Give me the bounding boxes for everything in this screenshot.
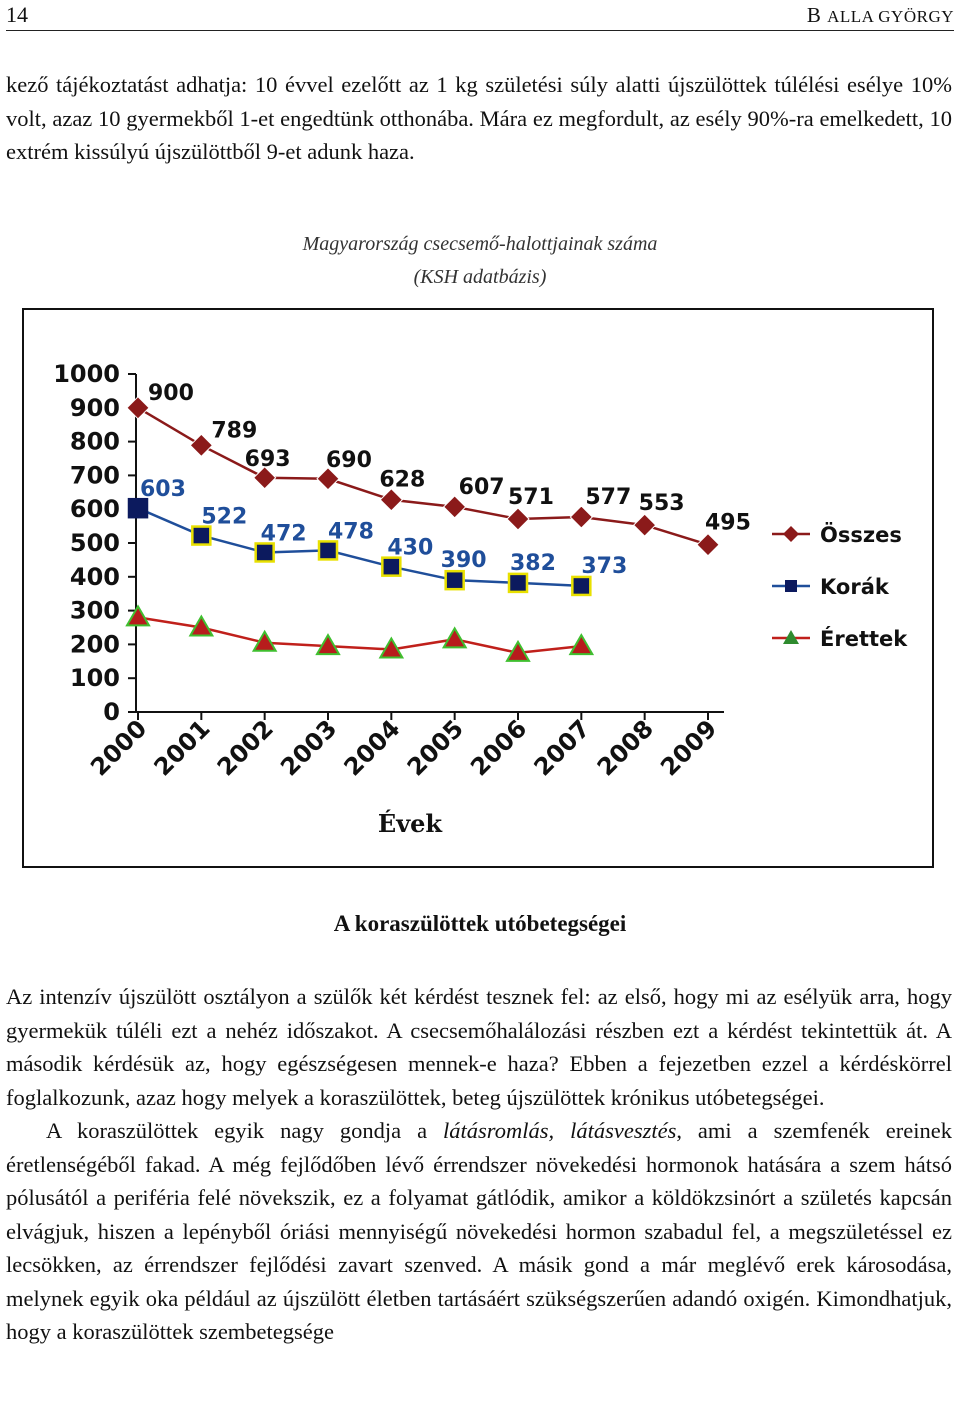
y-tick-label: 600 xyxy=(70,495,120,523)
legend-label: Korák xyxy=(820,575,890,599)
series-line-Összes xyxy=(137,406,709,546)
x-tick-label: 2007 xyxy=(529,714,596,781)
y-tick-label: 900 xyxy=(70,394,120,422)
data-label: 603 xyxy=(140,477,186,502)
x-tick-label: 2006 xyxy=(465,714,532,781)
data-label: 495 xyxy=(705,511,751,536)
data-label: 430 xyxy=(387,536,433,561)
legend-marker xyxy=(783,630,799,644)
data-point xyxy=(379,488,404,512)
running-head-author: B ALLA GYÖRGY xyxy=(807,3,954,28)
data-point xyxy=(252,466,277,490)
data-point xyxy=(632,513,657,537)
data-label: 628 xyxy=(379,468,425,493)
author-first-name: B xyxy=(806,3,822,27)
section-title: A koraszülöttek utóbetegségei xyxy=(333,911,627,936)
data-point xyxy=(315,633,341,656)
data-label: 522 xyxy=(201,505,247,530)
chart-frame: 0 100 200 300 400 500 600 700 800 900 1000 2000 2001… xyxy=(22,308,934,868)
running-header: 14 B ALLA GYÖRGY xyxy=(6,0,954,31)
data-point xyxy=(189,433,214,458)
data-point xyxy=(696,532,720,557)
legend-label: Összes xyxy=(820,522,902,547)
data-point xyxy=(569,505,594,529)
author-last-name-rest: ALLA GYÖRGY xyxy=(827,7,954,26)
paragraph-2-start: A koraszülöttek egyik nagy gondja a xyxy=(46,1118,444,1143)
y-tick-label: 500 xyxy=(70,529,120,557)
x-axis-title: Évek xyxy=(378,809,444,838)
data-label: 789 xyxy=(211,418,257,443)
y-tick-label: 700 xyxy=(70,461,120,489)
series-line-Korák xyxy=(137,507,582,588)
legend-label: Érettek xyxy=(820,626,908,651)
data-point xyxy=(127,497,149,519)
page-number: 14 xyxy=(6,2,28,27)
data-label: 553 xyxy=(639,491,685,516)
series-line-Érettek xyxy=(137,616,582,655)
data-point xyxy=(381,556,402,577)
data-point xyxy=(568,633,595,656)
data-point xyxy=(317,540,339,561)
data-label: 900 xyxy=(148,381,194,406)
x-tick-label: 2003 xyxy=(275,714,342,781)
paragraph-2-emphasis: látásromlás, látásvesztés xyxy=(443,1118,677,1143)
x-tick-label: 2004 xyxy=(339,714,406,781)
data-point xyxy=(505,639,531,662)
line-chart: 0100200300400500600700800900100020002001… xyxy=(53,360,908,838)
data-label: 390 xyxy=(441,548,487,573)
body-text: Az intenzív újszülött osztályon a szülők… xyxy=(6,980,952,1349)
data-point xyxy=(444,569,465,591)
y-tick-label: 300 xyxy=(70,597,120,625)
x-tick-label: 2009 xyxy=(655,714,722,781)
data-label: 693 xyxy=(245,447,291,472)
y-tick-label: 200 xyxy=(70,630,120,658)
data-point xyxy=(507,572,529,594)
data-label: 607 xyxy=(459,475,505,500)
x-tick-label: 2002 xyxy=(212,714,279,781)
x-tick-label: 2001 xyxy=(149,714,216,781)
data-point xyxy=(442,495,467,519)
figure-title: Magyarország csecsemő-halottjainak száma xyxy=(302,233,658,255)
y-tick-label: 400 xyxy=(70,563,120,591)
data-label: 373 xyxy=(581,554,627,579)
data-point xyxy=(441,626,468,649)
paragraph-2: A koraszülöttek egyik nagy gondja a látá… xyxy=(6,1114,952,1349)
y-tick-label: 1000 xyxy=(53,360,120,388)
x-tick-label: 2005 xyxy=(402,714,469,781)
data-label: 382 xyxy=(510,551,556,576)
data-point xyxy=(316,467,340,491)
data-label: 690 xyxy=(326,448,372,473)
legend-marker xyxy=(783,526,799,542)
data-point xyxy=(125,604,151,627)
paragraph-2-rest: , ami a szemfenék ereinek éretlenségéből… xyxy=(6,1118,952,1344)
data-point xyxy=(378,636,405,659)
data-point xyxy=(571,575,592,597)
legend-marker xyxy=(785,580,797,592)
data-label: 577 xyxy=(585,485,631,510)
data-point xyxy=(254,542,275,563)
x-tick-label: 2008 xyxy=(592,714,659,781)
figure-subtitle: (KSH adatbázis) xyxy=(413,266,547,288)
data-label: 478 xyxy=(328,519,374,544)
data-point xyxy=(506,507,530,531)
data-label: 571 xyxy=(508,485,554,510)
intro-paragraph: kező tájékoztatást adhatja: 10 évvel eze… xyxy=(6,72,952,164)
data-point xyxy=(126,396,150,420)
y-tick-label: 800 xyxy=(70,428,120,456)
y-tick-label: 100 xyxy=(70,664,120,692)
paragraph-1: Az intenzív újszülött osztályon a szülők… xyxy=(6,984,952,1110)
data-point xyxy=(188,614,215,637)
y-tick-label: 0 xyxy=(103,698,120,726)
data-point xyxy=(191,525,212,546)
data-label: 472 xyxy=(261,521,307,546)
data-point xyxy=(251,629,278,652)
